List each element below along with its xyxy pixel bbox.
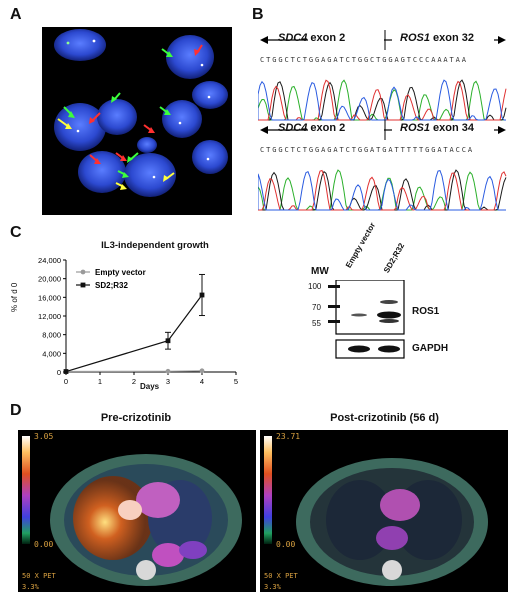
colorbar-pre [22,436,30,544]
y-tick-label: 4,000 [42,349,61,358]
y-tick-label: 8,000 [42,331,61,340]
seq-title-left-2: SDC4 exon 2 [278,122,346,134]
pet-footer2-post: 3.3% [264,583,281,591]
blot-image [328,280,405,359]
x-tick-label: 4 [200,377,204,386]
seq-letters-1: CTGGCTCTGGAGATCTGGCTGGAGTCCCAAATAA [260,56,468,64]
panel-label-b: B [252,6,264,23]
fish-signals [66,39,211,179]
scale-min-pre: 0.00 [34,540,54,549]
x-tick-label: 3 [166,377,170,386]
panel-label-a: A [10,6,22,23]
marker-70: 70 [312,303,321,312]
y-tick-label: 0 [57,368,61,377]
y-axis-label: % of d 0 [10,282,19,312]
scale-max-pre: 3.05 [34,432,54,441]
nuclei [54,29,228,197]
growth-chart: 0 4,000 8,000 12,000 16,000 20,000 24,000 0 1 2 3 4… [38,256,238,386]
fish-arrows [57,44,203,190]
y-tick-label: 20,000 [38,275,61,284]
fish-image [42,27,232,215]
band-label-gapdh: GAPDH [412,343,449,354]
data-point [199,368,205,374]
y-tick-label: 24,000 [38,256,61,265]
marker-100: 100 [308,282,322,291]
colorbar-post [264,436,272,544]
data-point [63,369,69,374]
y-tick-label: 16,000 [38,293,61,302]
trace-2 [258,169,507,211]
data-point [199,292,205,298]
series-line [65,294,203,373]
panel-label-c: C [10,224,22,241]
exon-arrows-2 [260,120,506,140]
x-tick-label: 0 [64,377,68,386]
lane-label-empty: Empty vector [344,221,378,270]
series-line [65,370,203,373]
legend-label: SD2;R32 [95,281,128,290]
scale-min-post: 0.00 [276,540,296,549]
pet-title-pre: Pre-crizotinib [100,412,172,424]
data-point [165,338,171,344]
x-tick-label: 1 [98,377,102,386]
seq-letters-2: CTGGCTCTGGAGATCTGGATGATTTTTGGATACCA [260,146,475,154]
mw-label: MW [311,266,329,277]
seq-title-right-2: ROS1 exon 34 [400,122,474,134]
data-point [165,368,171,374]
lane-label-sd2r32: SD2;R32 [382,241,407,275]
x-tick-label: 2 [132,377,136,386]
legend-marker [80,282,86,288]
pet-footer-post: 50 X PET [264,572,298,580]
band-label-ros1: ROS1 [412,306,440,317]
trace-1 [258,79,507,121]
seq-title-right-1: ROS1 exon 32 [400,32,474,44]
chromatogram-1: SDC4 exon 2 ROS1 exon 32 CTGGCTCTGGAGATC… [258,28,508,122]
x-axis-label: Days [140,382,160,391]
y-tick-label: 12,000 [38,312,61,321]
scale-max-post: 23.71 [276,432,301,441]
chromatogram-2: SDC4 exon 2 ROS1 exon 34 CTGGCTCTGGAGATC… [258,118,508,212]
seq-title-left-1: SDC4 exon 2 [278,32,346,44]
panel-label-d: D [10,402,22,419]
pet-scan-pre: 3.05 0.00 50 X PET 3.3% [18,430,256,592]
exon-arrows-1 [260,30,506,50]
pet-title-post: Post-crizotinib (56 d) [330,412,439,424]
x-tick-label: 5 [234,377,238,386]
legend-marker [80,269,86,275]
marker-55: 55 [312,319,321,328]
pet-footer-pre: 50 X PET [22,572,56,580]
legend-label: Empty vector [95,268,146,277]
chart-title: IL3-independent growth [101,240,209,251]
pet-scan-post: 23.71 0.00 50 X PET 3.3% [260,430,508,592]
pet-footer2-pre: 3.3% [22,583,39,591]
